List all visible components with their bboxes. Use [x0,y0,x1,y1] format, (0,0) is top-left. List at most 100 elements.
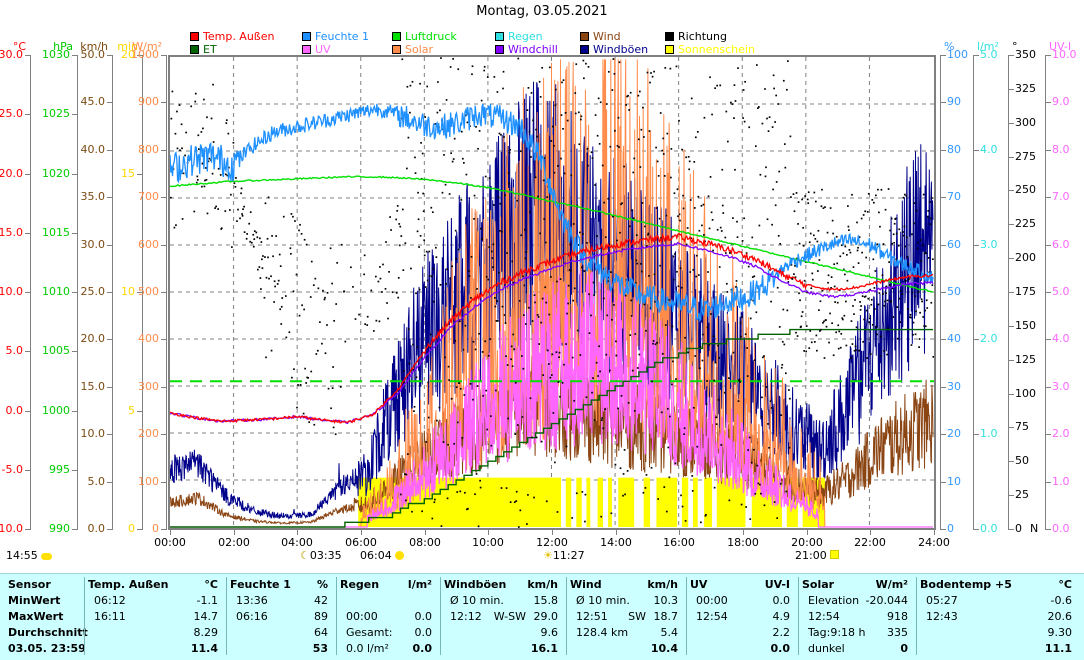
axis-tick-label-humidity: 40 [947,332,961,345]
axis-tick [161,55,166,56]
axis-tick-label-rain: 5.0 [980,48,998,61]
x-axis-label: 24:00 [918,536,950,549]
axis-tick [1046,482,1051,483]
axis-tick [1046,387,1051,388]
axis-tick [25,529,30,530]
legend-item-temp-au-en[interactable]: Temp. Außen [190,31,274,43]
table-separator [686,577,687,655]
axis-tick-label-temperature: 30.0 [0,48,23,61]
table-cell-left: Tag:9:18 h [808,626,866,639]
legend-item-windchill[interactable]: Windchill [495,44,558,56]
axis-tick-label-uv_index: 8.0 [1052,143,1070,156]
legend-item-et[interactable]: ET [190,44,217,56]
axis-tick-label-wind: 45.0 [80,95,106,108]
axis-tick-label-humidity: 60 [947,238,961,251]
axis-tick [161,245,166,246]
legend-item-uv[interactable]: UV [302,44,331,56]
table-cell-value: 20.6 [1047,610,1073,623]
table-cell-value: 11.1 [1044,642,1072,655]
chart-plot-area[interactable] [168,55,936,530]
table-cell-left: dunkel [808,642,845,655]
axis-tick [161,387,166,388]
axis-tick-label-pressure: 1025 [42,107,70,120]
axis-tick-label-pressure: 990 [49,522,70,535]
axis-tick [941,245,946,246]
axis-tick [107,102,112,103]
axis-tick [161,339,166,340]
clock-annotation: 14:55 [6,549,53,562]
legend-item-wind[interactable]: Wind [580,31,621,43]
table-column-title: Feuchte 1 [230,578,291,591]
legend-item-windb-en[interactable]: Windböen [580,44,648,56]
axis-tick [72,411,77,412]
table-cell-value: 29.0 [533,610,559,623]
x-axis-label: 10:00 [472,536,504,549]
legend-swatch-icon [302,45,311,54]
chart-legend: Temp. Außen Feuchte 1 Luftdruck Regen Wind Ri… [190,31,890,56]
axis-tick [941,529,946,530]
table-cell-left: Ø 10 min. [576,594,630,607]
x-axis-label: 18:00 [727,536,759,549]
axis-tick-label-solar: 200 [138,427,159,440]
axis-tick [1009,190,1014,191]
axis-tick [72,470,77,471]
axis-tick-label-uv_index: 1.0 [1052,475,1070,488]
legend-row: ET UV Solar Windchill Windböen Sonnenschein [190,44,890,56]
axis-tick-label-solar: 700 [138,190,159,203]
legend-item-richtung[interactable]: Richtung [665,31,727,43]
axis-tick-label-pressure: 1030 [42,48,70,61]
table-row-label: 03.05. 23:59 [8,642,86,655]
table-cell-mid: W-SW [493,610,526,623]
axis-tick [1046,55,1051,56]
legend-item-sonnenschein[interactable]: Sonnenschein [665,44,755,56]
legend-item-solar[interactable]: Solar [392,44,433,56]
table-column-title: Regen [340,578,380,591]
axis-tick-label-pressure: 1020 [42,167,70,180]
axis-tick-label-temperature: 15.0 [0,226,23,239]
axis-tick [25,470,30,471]
axis-tick-label-direction: 50 [1015,454,1029,467]
axis-line-wind [112,55,113,530]
axis-tick [107,150,112,151]
axis-unit-direction: ° [1012,40,1018,53]
axis-tick [1009,360,1014,361]
axis-line-solar [166,55,167,530]
legend-swatch-icon [392,32,401,41]
table-cell-value: 0.0 [770,642,791,655]
axis-tick-label-solar: 900 [138,95,159,108]
axis-tick-label-uv_index: 0.0 [1052,522,1070,535]
axis-tick [107,529,112,530]
axis-tick [25,114,30,115]
x-axis-label: 06:00 [345,536,377,549]
table-cell-value: 9.6 [540,626,559,639]
axis-tick [974,150,979,151]
moon-box-icon [830,550,840,559]
axis-tick [25,292,30,293]
axis-tick-label-wind: 5.0 [87,475,106,488]
axis-tick [107,55,112,56]
x-axis-label: 22:00 [854,536,886,549]
sun-high-icon: ☀ [543,549,553,562]
legend-label: Luftdruck [405,30,457,43]
axis-tick [941,434,946,435]
table-cell-value: -1.1 [196,594,218,607]
table-cell-left: Gesamt: [346,626,393,639]
axis-tick [107,482,112,483]
legend-item-feuchte-1[interactable]: Feuchte 1 [302,31,369,43]
axis-tick [107,339,112,340]
legend-item-luftdruck[interactable]: Luftdruck [392,31,457,43]
axis-tick-label-uv_index: 5.0 [1052,285,1070,298]
axis-tick [1009,258,1014,259]
legend-item-regen[interactable]: Regen [495,31,543,43]
axis-tick [974,339,979,340]
table-column-unit: km/h [527,578,558,591]
x-axis-label: 00:00 [154,536,186,549]
axis-unit-pressure: hPa [53,40,73,53]
axis-tick [161,150,166,151]
legend-swatch-icon [580,45,589,54]
x-axis-tick [425,530,426,535]
table-separator [336,577,337,655]
table-cell-left: 16:11 [94,610,126,623]
x-axis-tick [552,530,553,535]
axis-tick-label-direction: 100 [1015,387,1036,400]
